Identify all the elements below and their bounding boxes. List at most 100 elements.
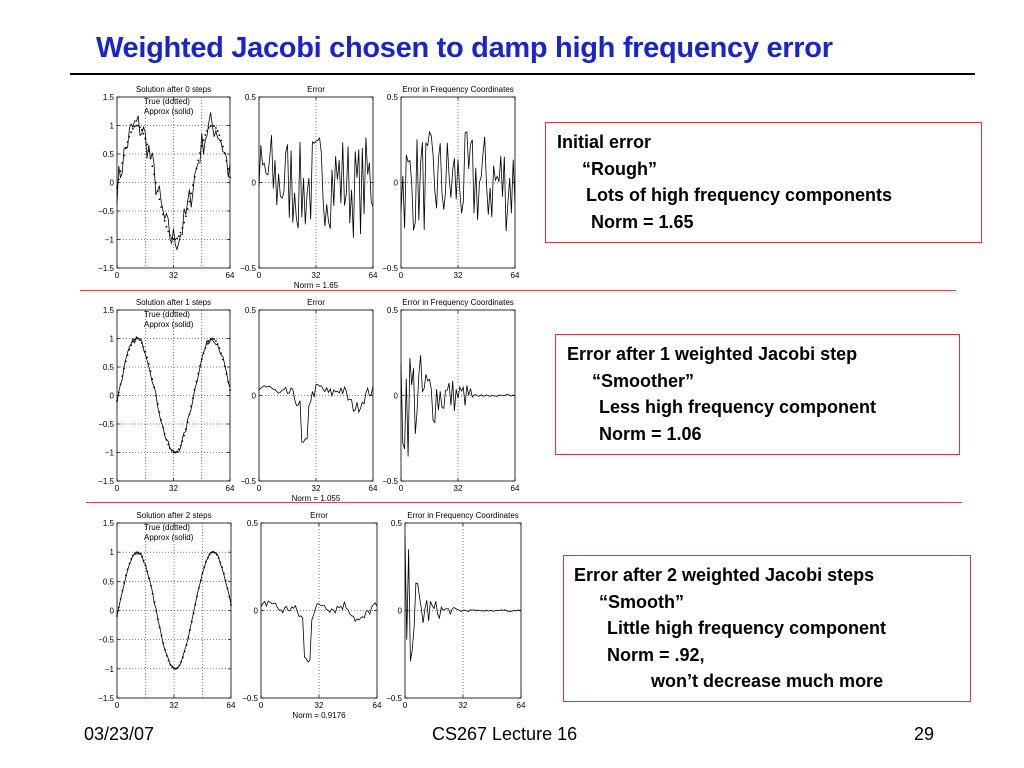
legend-entry: Approx (solid)	[144, 107, 194, 116]
y-tick-label: −1.5	[98, 264, 114, 273]
x-tick-label: 0	[115, 484, 120, 493]
x-tick-label: 32	[454, 271, 463, 280]
plot-title: Solution after 2 steps	[136, 511, 211, 520]
true-solution-point	[135, 124, 138, 127]
true-solution-point	[160, 206, 163, 208]
y-tick-label: −0.5	[240, 264, 256, 273]
y-tick-label: 0	[394, 179, 399, 188]
y-tick-label: 1.5	[103, 519, 115, 528]
true-solution-point	[184, 215, 187, 218]
true-solution-point	[163, 220, 166, 222]
callout-line: “Smoother”	[592, 370, 695, 391]
chart-panel: Solution after 0 steps 1.5 1 0.5 0 −0.5 −1 −1.5…	[98, 85, 235, 280]
x-tick-label: 64	[369, 484, 378, 493]
y-tick-label: 0	[252, 179, 257, 188]
y-tick-label: 0.5	[245, 306, 257, 315]
slide-title: Weighted Jacobi chosen to damp high freq…	[96, 32, 833, 64]
x-tick-label: 64	[373, 701, 382, 710]
callout-line: Less high frequency component	[599, 397, 877, 417]
y-tick-label: −0.5	[240, 477, 256, 486]
x-tick-label: 0	[115, 701, 120, 710]
callout-line: “Rough”	[582, 158, 657, 179]
y-tick-label: −0.5	[382, 477, 398, 486]
y-tick-label: 0.5	[103, 150, 115, 159]
legend-entry: True (dotted)	[144, 523, 190, 532]
chart-panel: Solution after 2 steps 1.5 1 0.5 0 −0.5 −1 −1.5…	[98, 511, 236, 710]
y-tick-label: −1.5	[98, 477, 114, 486]
footer-center: CS267 Lecture 16	[432, 724, 578, 744]
plot-xlabel: Norm = 0.9176	[292, 711, 346, 720]
true-solution-point	[142, 132, 145, 135]
true-solution-point	[222, 145, 224, 148]
y-tick-label: −1	[105, 449, 115, 458]
row-divider-1	[80, 290, 956, 291]
y-tick-label: 0	[398, 607, 403, 616]
y-tick-label: −0.5	[98, 207, 114, 216]
plot-title: Error in Frequency Coordinates	[407, 511, 519, 520]
legend-entry: Approx (solid)	[144, 320, 194, 329]
true-solution-point	[158, 198, 161, 201]
true-solution-point	[214, 340, 217, 342]
legend-entry: Approx (solid)	[144, 533, 194, 542]
true-solution-point	[151, 165, 154, 168]
x-tick-label: 0	[257, 271, 262, 280]
plot-title: Error in Frequency Coordinates	[402, 85, 514, 94]
x-tick-label: 0	[259, 701, 264, 710]
callout-line: “Smooth”	[599, 591, 684, 612]
x-tick-label: 0	[399, 271, 404, 280]
callout-line: Lots of high frequency components	[586, 185, 893, 205]
chart-panel: Solution after 1 steps 1.5 1 0.5 0 −0.5 −1 −1.5…	[98, 298, 235, 493]
y-tick-label: 0.5	[387, 306, 399, 315]
x-tick-label: 0	[399, 484, 404, 493]
title-underline	[70, 73, 975, 75]
true-solution-point	[229, 389, 231, 392]
error-line	[260, 600, 378, 663]
x-tick-label: 64	[226, 271, 235, 280]
true-solution-point	[137, 124, 140, 127]
y-tick-label: −1	[105, 236, 115, 245]
plot-title: Error	[307, 298, 325, 307]
y-tick-label: 0.5	[387, 93, 399, 102]
y-tick-label: 0	[110, 607, 115, 616]
true-solution-point	[197, 159, 200, 162]
y-tick-label: 1.5	[103, 93, 115, 102]
frequency-error-line	[400, 130, 516, 232]
true-solution-point	[202, 139, 205, 142]
y-tick-label: 1	[110, 335, 115, 344]
callout-initial-error: Initial error “Rough” Lots of high frequ…	[545, 122, 982, 243]
true-solution-point	[170, 449, 173, 452]
true-solution-point	[229, 176, 231, 179]
true-solution-point	[135, 551, 138, 554]
x-tick-label: 0	[115, 271, 120, 280]
callout-line: Error after 2 weighted Jacobi steps	[574, 565, 875, 585]
y-tick-label: 1	[110, 122, 115, 131]
true-solution-point	[207, 339, 210, 342]
x-tick-label: 32	[459, 701, 468, 710]
true-solution-point	[139, 339, 141, 342]
callout-line: won’t decrease much more	[651, 671, 884, 691]
true-solution-point	[230, 604, 232, 606]
x-tick-label: 32	[170, 701, 179, 710]
y-tick-label: 1	[110, 548, 115, 557]
plot-title: Solution after 0 steps	[136, 85, 211, 94]
true-solution-point	[133, 552, 136, 555]
frequency-error-line	[404, 536, 522, 662]
true-solution-point	[133, 125, 136, 128]
true-solution-point	[211, 337, 214, 340]
approx-solution-line	[116, 550, 232, 670]
row-divider-2	[86, 502, 962, 503]
true-solution-point	[146, 143, 148, 146]
footer-date: 03/23/07	[84, 724, 155, 744]
y-tick-label: −0.5	[382, 264, 398, 273]
true-solution-point	[177, 448, 180, 450]
y-tick-label: −0.5	[242, 694, 258, 703]
legend-entry: True (dotted)	[144, 97, 190, 106]
callout-line: Initial error	[557, 132, 652, 152]
